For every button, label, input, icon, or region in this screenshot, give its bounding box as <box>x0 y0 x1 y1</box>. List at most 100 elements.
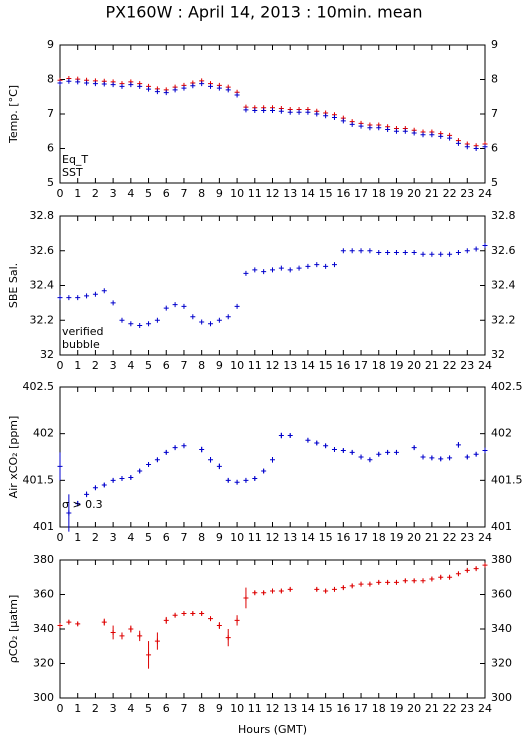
data-point <box>385 127 391 133</box>
y-tick-label: 32 <box>40 348 54 361</box>
data-point <box>438 456 444 462</box>
x-tick-label: 21 <box>425 187 439 200</box>
data-point <box>402 249 408 255</box>
x-tick-label: 4 <box>127 531 134 544</box>
data-point <box>447 574 453 580</box>
y-tick-label: 320 <box>33 657 54 670</box>
data-point <box>146 321 152 327</box>
data-point <box>75 501 81 507</box>
y-tick-label: 360 <box>33 588 54 601</box>
x-tick-label: 23 <box>460 359 474 372</box>
y2-tick-label: 380 <box>491 553 512 566</box>
x-tick-label: 24 <box>478 359 492 372</box>
y2-tick-label: 300 <box>491 691 512 704</box>
x-tick-label: 20 <box>407 187 421 200</box>
data-point <box>137 83 143 89</box>
data-point <box>349 121 355 127</box>
plot-frame <box>59 215 486 356</box>
x-tick-label: 1 <box>74 187 81 200</box>
data-point <box>358 581 364 587</box>
data-point <box>393 128 399 134</box>
data-point <box>340 248 346 254</box>
data-point <box>385 249 391 255</box>
data-point <box>349 583 355 589</box>
x-tick-label: 2 <box>92 702 99 715</box>
data-point <box>101 81 107 87</box>
data-point <box>296 109 302 115</box>
x-tick-label: 24 <box>478 531 492 544</box>
x-tick-label: 17 <box>354 359 368 372</box>
data-point <box>287 109 293 115</box>
data-point <box>278 433 284 439</box>
chart-title: PX160W : April 14, 2013 : 10min. mean <box>105 3 422 22</box>
data-point <box>464 248 470 254</box>
y2-tick-label: 6 <box>491 142 498 155</box>
data-point <box>287 267 293 273</box>
data-point <box>270 457 275 463</box>
data-point <box>75 295 81 301</box>
x-tick-label: 14 <box>301 702 315 715</box>
data-point <box>296 265 302 271</box>
data-point <box>92 485 98 491</box>
data-point <box>119 317 125 323</box>
x-tick-label: 5 <box>145 359 152 372</box>
data-point <box>243 477 249 483</box>
x-tick-label: 16 <box>336 531 350 544</box>
data-point <box>402 128 408 134</box>
data-point <box>199 610 205 616</box>
data-point <box>367 248 373 254</box>
data-point <box>252 108 258 114</box>
data-point <box>314 111 320 117</box>
x-tick-label: 18 <box>372 531 386 544</box>
x-tick-label: 3 <box>110 359 117 372</box>
data-point <box>323 263 329 269</box>
x-tick-label: 7 <box>180 702 187 715</box>
x-tick-label: 16 <box>336 187 350 200</box>
data-point <box>261 108 267 114</box>
data-point <box>208 321 214 327</box>
data-point <box>420 251 426 257</box>
data-point <box>464 454 470 460</box>
data-point <box>278 588 284 594</box>
data-point <box>110 300 116 306</box>
data-point <box>216 317 222 323</box>
data-point <box>119 475 125 481</box>
y2-tick-label: 32.6 <box>491 244 516 257</box>
x-tick-label: 21 <box>425 531 439 544</box>
data-point <box>57 80 63 86</box>
data-point <box>101 288 107 294</box>
data-point <box>243 107 249 113</box>
x-tick-label: 18 <box>372 359 386 372</box>
data-point <box>84 293 90 299</box>
data-point <box>146 652 152 658</box>
data-point <box>57 463 63 469</box>
data-point <box>349 449 355 455</box>
y-tick-label: 380 <box>33 553 54 566</box>
y2-tick-label: 340 <box>491 622 512 635</box>
data-point <box>172 612 178 618</box>
x-tick-label: 8 <box>198 531 205 544</box>
x-tick-label: 12 <box>266 531 280 544</box>
y2-tick-label: 401.5 <box>491 473 523 486</box>
x-tick-label: 9 <box>216 359 223 372</box>
data-point <box>429 251 435 257</box>
y-axis-label: ρCO₂ [μatm] <box>7 595 20 664</box>
data-point <box>225 635 231 641</box>
data-point <box>190 314 196 320</box>
x-tick-label: 2 <box>92 187 99 200</box>
x-tick-label: 24 <box>478 702 492 715</box>
x-tick-label: 1 <box>74 359 81 372</box>
data-point <box>146 461 152 467</box>
x-tick-label: 13 <box>283 702 297 715</box>
data-point <box>331 114 337 120</box>
y2-tick-label: 320 <box>491 657 512 670</box>
y2-tick-label: 5 <box>491 176 498 189</box>
data-point <box>66 619 72 625</box>
data-point <box>110 629 116 635</box>
data-point <box>128 626 134 632</box>
y-tick-label: 32.2 <box>30 313 55 326</box>
x-tick-label: 12 <box>266 702 280 715</box>
data-point <box>331 447 337 453</box>
data-point <box>172 445 178 451</box>
